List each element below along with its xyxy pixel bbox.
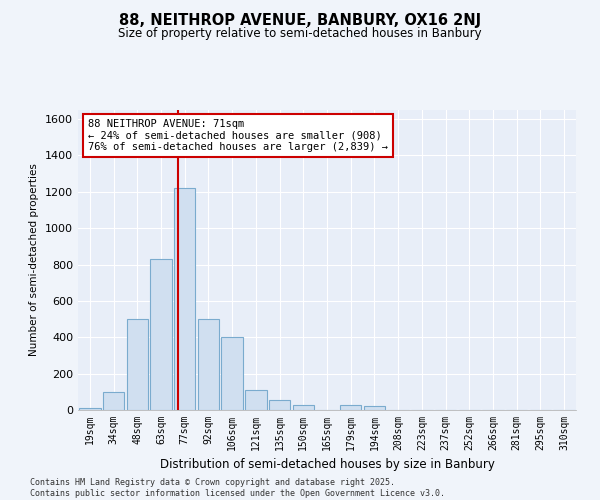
Bar [221,338,243,410]
Bar [269,400,290,410]
Bar [127,319,148,410]
Bar [103,392,124,410]
Text: 88, NEITHROP AVENUE, BANBURY, OX16 2NJ: 88, NEITHROP AVENUE, BANBURY, OX16 2NJ [119,12,481,28]
Text: Size of property relative to semi-detached houses in Banbury: Size of property relative to semi-detach… [118,28,482,40]
Text: Contains HM Land Registry data © Crown copyright and database right 2025.
Contai: Contains HM Land Registry data © Crown c… [30,478,445,498]
Bar [340,406,361,410]
Bar [364,406,385,410]
Bar [174,188,196,410]
Bar [151,259,172,410]
Y-axis label: Number of semi-detached properties: Number of semi-detached properties [29,164,40,356]
Bar [79,408,101,410]
Bar [245,390,266,410]
Bar [293,406,314,410]
Bar [198,319,219,410]
X-axis label: Distribution of semi-detached houses by size in Banbury: Distribution of semi-detached houses by … [160,458,494,471]
Text: 88 NEITHROP AVENUE: 71sqm
← 24% of semi-detached houses are smaller (908)
76% of: 88 NEITHROP AVENUE: 71sqm ← 24% of semi-… [88,119,388,152]
